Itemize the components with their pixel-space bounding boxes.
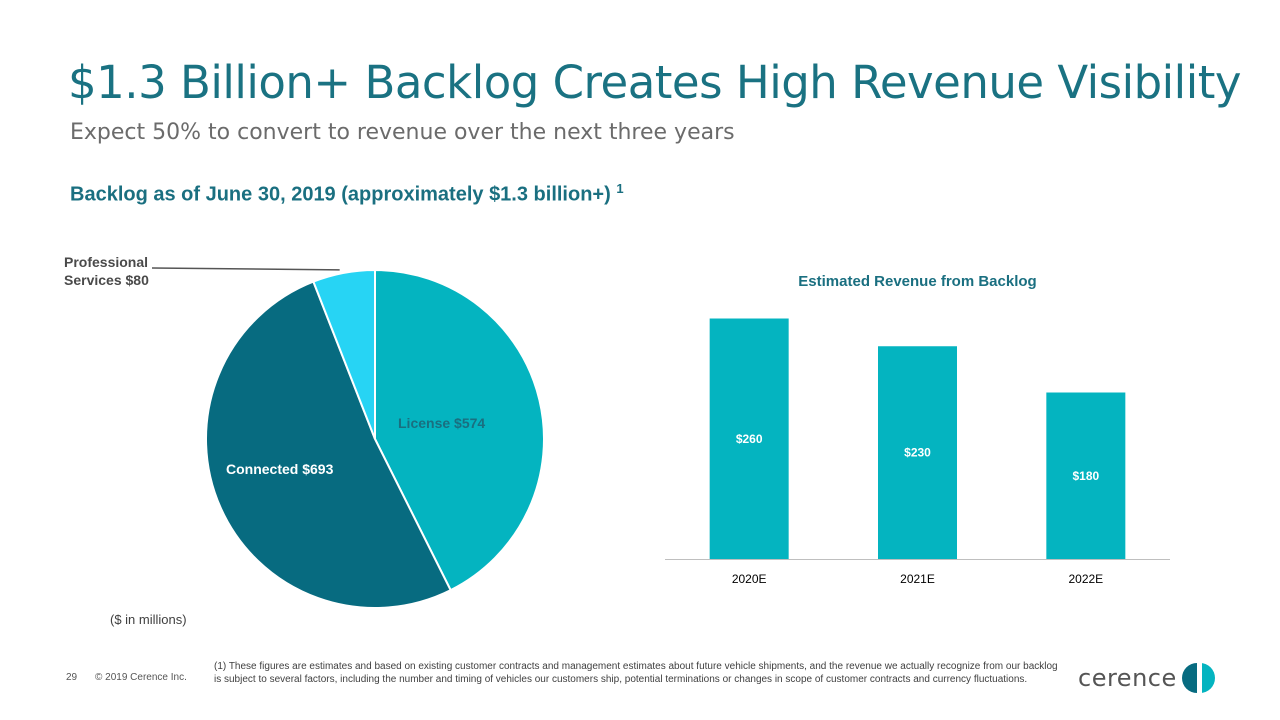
bar-2021E bbox=[878, 346, 957, 559]
footnote: (1) These figures are estimates and base… bbox=[214, 661, 1058, 685]
bar-chart-title: Estimated Revenue from Backlog bbox=[798, 273, 1036, 290]
bar-value-label: $260 bbox=[736, 432, 763, 446]
bar-value-label: $180 bbox=[1072, 469, 1099, 483]
revenue-bar-chart: Estimated Revenue from Backlog $260 2020E $… bbox=[665, 273, 1170, 586]
x-tick-label: 2020E bbox=[732, 572, 767, 586]
bar-2020E bbox=[709, 318, 789, 559]
bar-2022E bbox=[1046, 392, 1126, 559]
bar-value-label: $230 bbox=[904, 446, 931, 460]
pie-label-license: License $574 bbox=[398, 415, 485, 431]
x-tick-label: 2022E bbox=[1068, 572, 1103, 586]
x-tick-label: 2021E bbox=[900, 572, 935, 586]
section-heading-text: Backlog as of June 30, 2019 (approximate… bbox=[70, 183, 611, 206]
callout-line-2: Services $80 bbox=[64, 272, 149, 288]
pie-callout-label-professional-services: Professional Services $80 bbox=[64, 253, 174, 289]
pie-label-connected: Connected $693 bbox=[226, 461, 334, 477]
page-number: 29 bbox=[66, 672, 78, 683]
slide-title: $1.3 Billion+ Backlog Creates High Reven… bbox=[68, 56, 1241, 109]
copyright: © 2019 Cerence Inc. bbox=[95, 672, 187, 683]
pie-leader-line bbox=[151, 267, 340, 271]
svg-text:cerence: cerence bbox=[1078, 664, 1177, 692]
slide-subtitle: Expect 50% to convert to revenue over th… bbox=[70, 120, 735, 145]
pie-slice-license bbox=[374, 268, 545, 592]
callout-line-1: Professional bbox=[64, 254, 149, 270]
units-note: ($ in millions) bbox=[110, 612, 187, 627]
pie-slice-professional-services bbox=[312, 268, 376, 440]
footnote-reference: 1 bbox=[616, 181, 624, 196]
backlog-pie-chart: License $574 Connected $693 bbox=[151, 267, 545, 609]
pie-slice-connected bbox=[205, 280, 452, 609]
section-heading: Backlog as of June 30, 2019 (approximate… bbox=[70, 181, 624, 207]
cerence-logo: cerence bbox=[1078, 662, 1215, 694]
